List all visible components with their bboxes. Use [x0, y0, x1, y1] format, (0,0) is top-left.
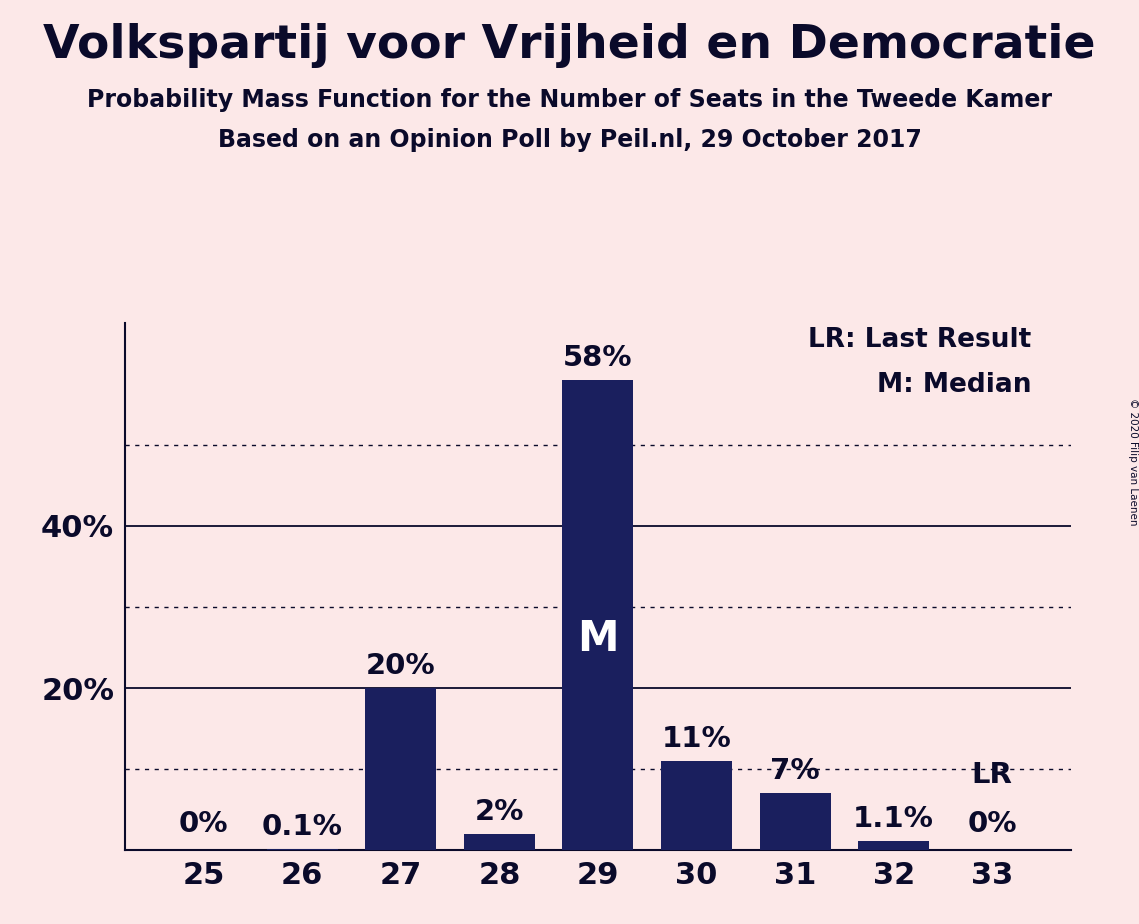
- Text: M: Median: M: Median: [877, 372, 1032, 398]
- Bar: [661, 761, 732, 850]
- Text: Probability Mass Function for the Number of Seats in the Tweede Kamer: Probability Mass Function for the Number…: [87, 88, 1052, 112]
- Bar: [563, 380, 633, 850]
- Text: 11%: 11%: [662, 724, 731, 753]
- Bar: [858, 841, 929, 850]
- Text: M: M: [577, 617, 618, 660]
- Text: 7%: 7%: [770, 758, 820, 785]
- Text: 0%: 0%: [179, 810, 229, 838]
- Text: 58%: 58%: [563, 344, 633, 372]
- Text: Volkspartij voor Vrijheid en Democratie: Volkspartij voor Vrijheid en Democratie: [43, 23, 1096, 68]
- Bar: [464, 833, 535, 850]
- Text: LR: Last Result: LR: Last Result: [809, 327, 1032, 354]
- Text: © 2020 Filip van Laenen: © 2020 Filip van Laenen: [1129, 398, 1138, 526]
- Text: LR: LR: [972, 761, 1013, 789]
- Text: 2%: 2%: [475, 797, 524, 826]
- Text: Based on an Opinion Poll by Peil.nl, 29 October 2017: Based on an Opinion Poll by Peil.nl, 29 …: [218, 128, 921, 152]
- Bar: [366, 688, 436, 850]
- Text: 0.1%: 0.1%: [262, 813, 343, 841]
- Text: 20%: 20%: [366, 652, 436, 680]
- Text: 0%: 0%: [967, 810, 1017, 838]
- Text: 1.1%: 1.1%: [853, 805, 934, 833]
- Bar: [760, 794, 830, 850]
